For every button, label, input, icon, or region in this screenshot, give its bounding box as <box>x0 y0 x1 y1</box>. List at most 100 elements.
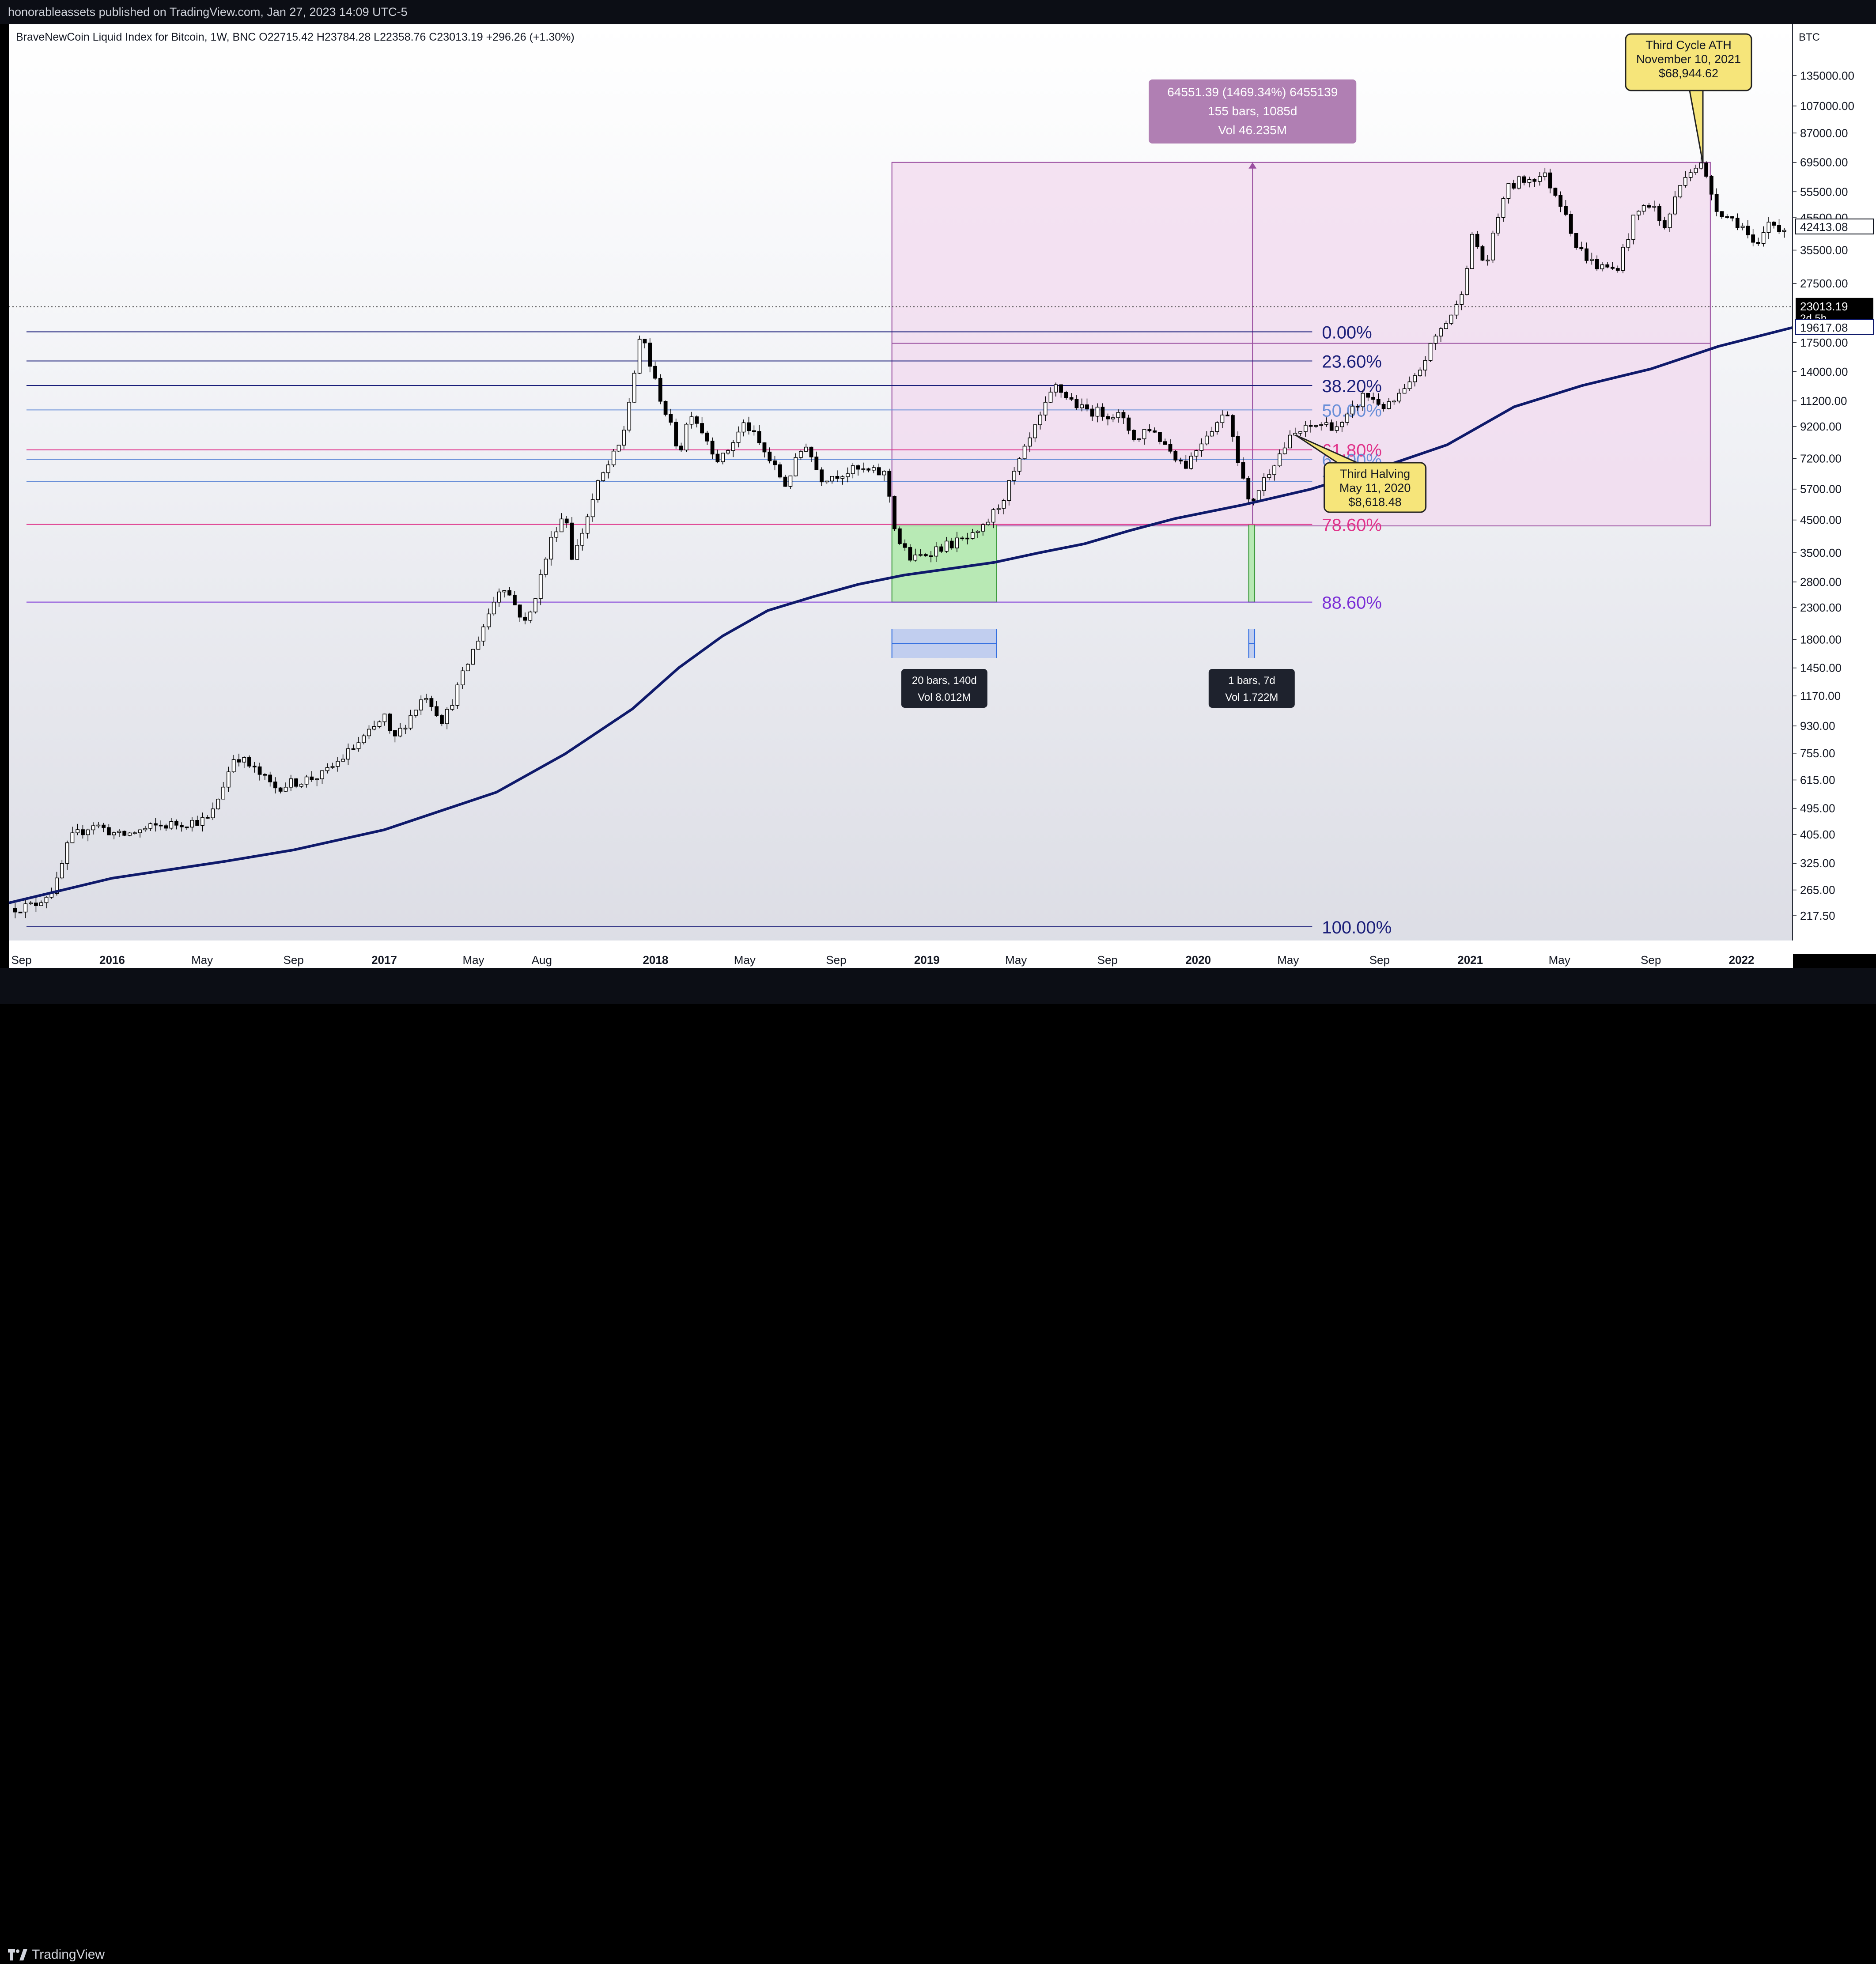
candle-up <box>362 735 366 743</box>
candle-up <box>981 524 985 532</box>
price-tick-label: 325.00 <box>1800 857 1835 870</box>
candle-up <box>882 471 886 476</box>
candle-up <box>117 831 121 833</box>
candle-down <box>1236 436 1240 463</box>
candle-up <box>1038 415 1042 425</box>
candle-up <box>1080 404 1084 408</box>
candle-up <box>231 759 236 772</box>
candle-up <box>398 728 402 736</box>
candle-down <box>195 820 200 826</box>
candle-down <box>1085 404 1089 410</box>
candle-down <box>1704 162 1708 177</box>
candle-down <box>710 441 715 455</box>
candle-down <box>648 342 652 367</box>
candle-down <box>679 446 683 451</box>
candle-up <box>148 823 153 829</box>
candle-up <box>1673 196 1677 215</box>
candle-down <box>154 823 158 826</box>
candle-down <box>247 757 251 767</box>
candle-up <box>1761 232 1766 244</box>
candle-down <box>762 442 767 453</box>
candle-up <box>1002 500 1006 509</box>
candle-up <box>1683 177 1687 186</box>
price-tick-label: 5700.00 <box>1800 483 1842 496</box>
candle-up <box>1626 239 1630 248</box>
candle-up <box>538 574 543 599</box>
candle-up <box>190 820 194 828</box>
candle-up <box>481 626 486 642</box>
candle-up <box>1324 422 1328 425</box>
candle-up <box>596 480 600 500</box>
candle-down <box>929 555 933 557</box>
price-range-label-text: 64551.39 (1469.34%) 6455139 <box>1167 85 1338 99</box>
candle-down <box>268 774 272 782</box>
candle-up <box>65 842 69 864</box>
candle-up <box>1527 179 1532 183</box>
candle-up <box>242 757 246 763</box>
price-tick-label: 135000.00 <box>1800 69 1854 82</box>
candle-up <box>944 540 949 552</box>
price-tag-value: 19617.08 <box>1800 321 1848 334</box>
candle-down <box>518 604 522 618</box>
candle-up <box>450 705 454 710</box>
time-tick-label: 2020 <box>1185 953 1211 967</box>
tradingview-logo[interactable]: TradingView <box>8 1947 105 1962</box>
candle-up <box>211 808 215 818</box>
candle-up <box>611 450 616 465</box>
candle-down <box>1662 220 1667 228</box>
candle-up <box>1345 413 1350 423</box>
candle-up <box>465 664 470 672</box>
candle-down <box>1720 211 1724 217</box>
candle-up <box>544 559 548 575</box>
candle-down <box>1158 432 1162 442</box>
time-tick-label: May <box>1005 953 1027 967</box>
candle-up <box>284 787 288 792</box>
candle-down <box>663 401 668 415</box>
candle-up <box>1194 450 1199 457</box>
candle-down <box>1615 268 1620 271</box>
candle-up <box>216 798 220 809</box>
candle-down <box>893 496 896 529</box>
candle-down <box>669 414 673 423</box>
candle-up <box>996 508 1001 510</box>
price-range-box <box>891 162 1711 527</box>
candle-up <box>1116 412 1120 418</box>
candle-down <box>237 759 241 763</box>
time-tick-label: 2021 <box>1457 953 1483 967</box>
candle-down <box>205 817 210 819</box>
candle-up <box>325 767 329 771</box>
candle-up <box>1017 458 1021 472</box>
candle-up <box>788 476 793 487</box>
time-axis[interactable] <box>9 940 1793 968</box>
candle-up <box>1423 360 1427 370</box>
price-tick-label: 69500.00 <box>1800 156 1848 169</box>
candle-up <box>851 465 855 474</box>
candle-down <box>965 537 969 540</box>
chart-svg: 64551.39 (1469.34%) 6455139 155 bars, 108… <box>8 31 1874 967</box>
candle-down <box>1179 460 1183 461</box>
time-tick-label: 2016 <box>99 953 125 967</box>
candle-up <box>60 863 64 879</box>
price-tag-value: 42413.08 <box>1800 220 1848 234</box>
candle-down <box>185 826 189 828</box>
candle-up <box>336 761 340 767</box>
candle-down <box>252 766 257 767</box>
candle-up <box>143 828 148 831</box>
candle-down <box>1558 195 1563 207</box>
candle-up <box>1631 215 1636 240</box>
candle-up <box>1303 425 1308 432</box>
candle-up <box>1350 406 1354 415</box>
candle-up <box>497 591 501 603</box>
price-axis[interactable] <box>1793 24 1876 954</box>
candle-up <box>846 473 850 477</box>
candle-down <box>1329 422 1334 431</box>
price-tick-label: 17500.00 <box>1800 336 1848 349</box>
candle-up <box>1444 323 1448 329</box>
candle-down <box>923 554 928 556</box>
candle-up <box>976 531 980 533</box>
price-axis-border <box>1792 24 1793 954</box>
candle-up <box>840 476 845 479</box>
candle-down <box>908 547 912 561</box>
candle-up <box>1054 384 1058 393</box>
candle-down <box>1611 267 1615 269</box>
